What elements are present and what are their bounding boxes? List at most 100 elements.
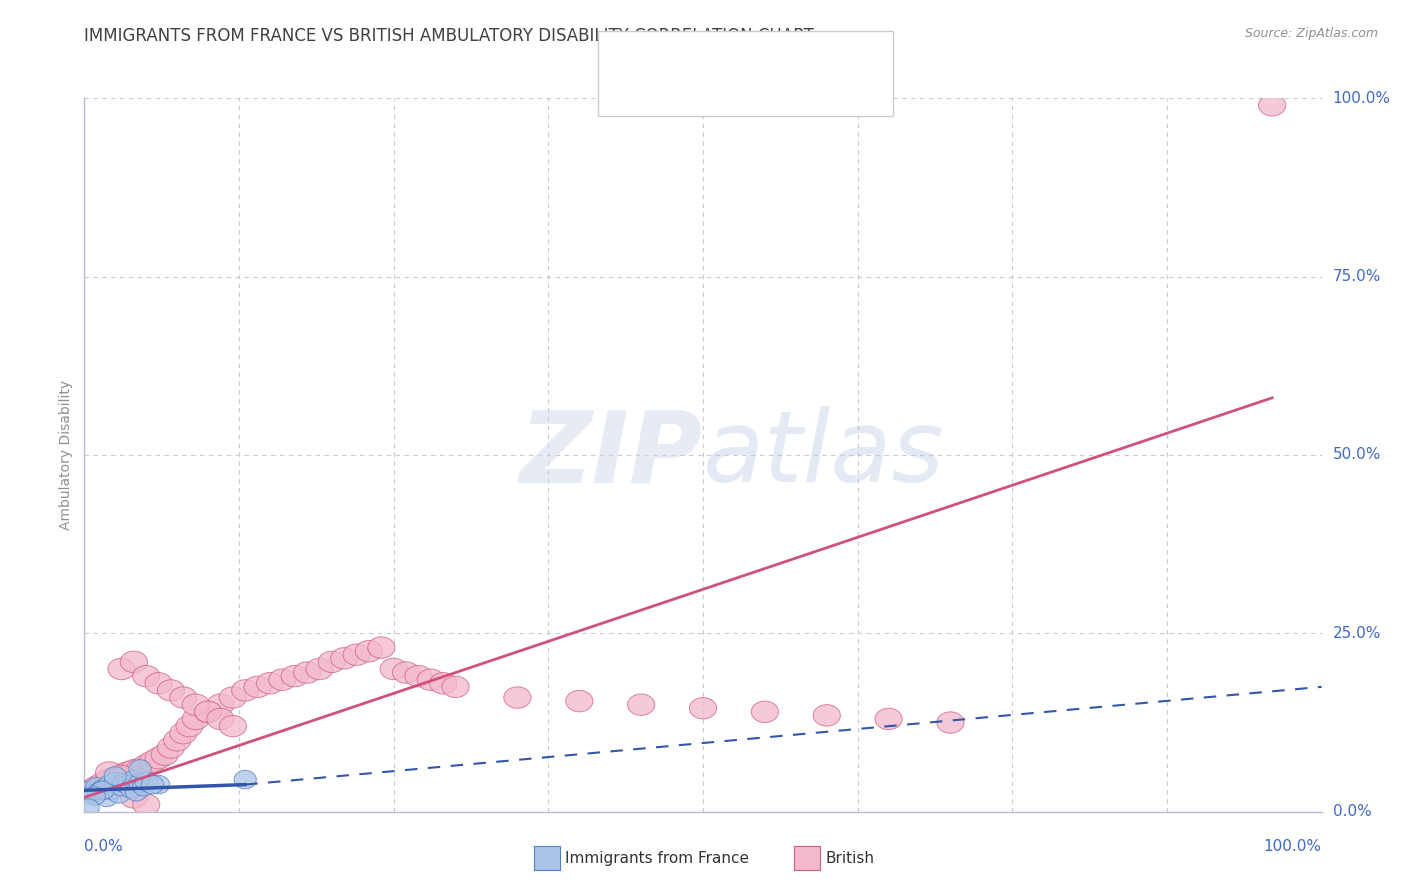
- Ellipse shape: [121, 780, 142, 798]
- Ellipse shape: [145, 747, 172, 769]
- Ellipse shape: [141, 775, 163, 794]
- Ellipse shape: [307, 658, 333, 680]
- Ellipse shape: [627, 694, 655, 715]
- Ellipse shape: [875, 708, 903, 730]
- Text: 0.127: 0.127: [695, 47, 742, 62]
- Ellipse shape: [98, 775, 121, 794]
- Ellipse shape: [91, 781, 114, 799]
- Ellipse shape: [132, 778, 155, 796]
- Ellipse shape: [565, 690, 593, 712]
- Ellipse shape: [503, 687, 531, 708]
- Ellipse shape: [157, 680, 184, 701]
- Ellipse shape: [96, 769, 122, 790]
- Ellipse shape: [176, 715, 202, 737]
- Ellipse shape: [183, 708, 209, 730]
- Ellipse shape: [245, 676, 271, 698]
- Ellipse shape: [281, 665, 308, 687]
- Ellipse shape: [89, 782, 110, 801]
- Text: 0.632: 0.632: [695, 83, 742, 98]
- Ellipse shape: [330, 648, 357, 669]
- Ellipse shape: [86, 778, 108, 796]
- Text: British: British: [825, 851, 875, 865]
- Ellipse shape: [183, 694, 209, 715]
- Ellipse shape: [83, 787, 105, 805]
- Ellipse shape: [219, 715, 246, 737]
- Ellipse shape: [194, 701, 222, 723]
- Ellipse shape: [294, 662, 321, 683]
- Ellipse shape: [152, 744, 179, 765]
- Ellipse shape: [129, 760, 152, 778]
- Text: 25.0%: 25.0%: [1333, 626, 1381, 640]
- Ellipse shape: [194, 701, 222, 723]
- Text: 27: 27: [796, 47, 817, 62]
- Ellipse shape: [132, 794, 160, 815]
- Ellipse shape: [356, 640, 382, 662]
- Ellipse shape: [318, 651, 346, 673]
- Ellipse shape: [269, 669, 295, 690]
- Ellipse shape: [233, 771, 256, 789]
- Ellipse shape: [207, 694, 233, 715]
- Text: ZIP: ZIP: [520, 407, 703, 503]
- Ellipse shape: [219, 687, 246, 708]
- Ellipse shape: [108, 785, 131, 803]
- Ellipse shape: [936, 712, 965, 733]
- Ellipse shape: [110, 778, 132, 796]
- Text: Immigrants from France: Immigrants from France: [565, 851, 749, 865]
- Ellipse shape: [170, 687, 197, 708]
- Ellipse shape: [125, 782, 148, 801]
- Ellipse shape: [163, 730, 191, 751]
- Ellipse shape: [170, 723, 197, 744]
- Ellipse shape: [441, 676, 470, 698]
- Ellipse shape: [108, 658, 135, 680]
- Ellipse shape: [157, 737, 184, 758]
- Text: IMMIGRANTS FROM FRANCE VS BRITISH AMBULATORY DISABILITY CORRELATION CHART: IMMIGRANTS FROM FRANCE VS BRITISH AMBULA…: [84, 27, 814, 45]
- Ellipse shape: [100, 781, 122, 799]
- Ellipse shape: [127, 758, 153, 780]
- Ellipse shape: [232, 680, 259, 701]
- Ellipse shape: [256, 673, 284, 694]
- Text: Source: ZipAtlas.com: Source: ZipAtlas.com: [1244, 27, 1378, 40]
- Text: R =: R =: [650, 47, 683, 62]
- Ellipse shape: [122, 771, 145, 789]
- Ellipse shape: [751, 701, 779, 723]
- Ellipse shape: [104, 772, 127, 791]
- Ellipse shape: [132, 755, 160, 776]
- Ellipse shape: [96, 789, 118, 806]
- Ellipse shape: [108, 765, 135, 787]
- Ellipse shape: [135, 772, 157, 791]
- Text: atlas: atlas: [703, 407, 945, 503]
- Text: 0.0%: 0.0%: [84, 839, 124, 855]
- Text: 0.0%: 0.0%: [1333, 805, 1371, 819]
- Y-axis label: Ambulatory Disability: Ambulatory Disability: [59, 380, 73, 530]
- Ellipse shape: [368, 637, 395, 658]
- Ellipse shape: [77, 799, 100, 817]
- Ellipse shape: [90, 772, 117, 794]
- Ellipse shape: [145, 673, 172, 694]
- Ellipse shape: [139, 751, 166, 772]
- Text: 62: 62: [796, 83, 817, 98]
- Ellipse shape: [132, 665, 160, 687]
- Ellipse shape: [96, 762, 122, 783]
- Ellipse shape: [380, 658, 408, 680]
- Text: N =: N =: [751, 83, 794, 98]
- Ellipse shape: [392, 662, 419, 683]
- Ellipse shape: [207, 708, 233, 730]
- Text: 50.0%: 50.0%: [1333, 448, 1381, 462]
- Ellipse shape: [148, 775, 170, 794]
- Ellipse shape: [117, 775, 139, 794]
- Ellipse shape: [82, 785, 104, 803]
- Ellipse shape: [104, 767, 127, 785]
- Ellipse shape: [101, 767, 129, 789]
- Ellipse shape: [343, 644, 370, 665]
- Ellipse shape: [114, 762, 141, 783]
- Ellipse shape: [112, 774, 135, 792]
- Ellipse shape: [79, 781, 101, 799]
- Ellipse shape: [121, 651, 148, 673]
- Text: N =: N =: [751, 47, 794, 62]
- Ellipse shape: [405, 665, 432, 687]
- Ellipse shape: [689, 698, 717, 719]
- Text: R =: R =: [650, 83, 683, 98]
- Ellipse shape: [813, 705, 841, 726]
- Text: 100.0%: 100.0%: [1264, 839, 1322, 855]
- Ellipse shape: [1258, 95, 1285, 116]
